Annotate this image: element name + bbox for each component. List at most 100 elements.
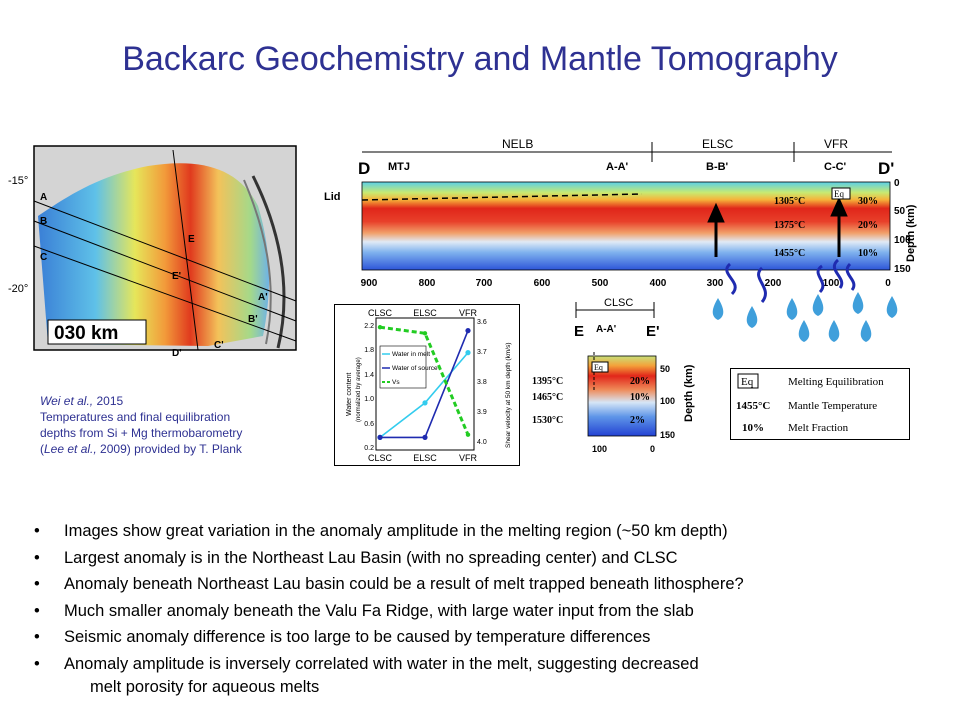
bullet-item: Seismic anomaly difference is too large … <box>34 624 954 651</box>
x-tick: 600 <box>534 278 551 289</box>
legend-entry: Water in melt <box>392 351 430 358</box>
legend-text: Melt Fraction <box>788 422 849 434</box>
melt-fraction-label: 30% <box>858 196 878 207</box>
figure-citation: Wei et al., 2015 Temperatures and final … <box>40 393 330 457</box>
citation-line: Temperatures and final equilibration <box>40 410 231 424</box>
temp-label: 1395°C <box>532 376 563 387</box>
legend-entry: Water of source <box>392 365 438 372</box>
series-water-of-source-point <box>465 328 471 334</box>
melt-fraction-label: 20% <box>858 220 878 231</box>
x-tick: 100 <box>592 444 607 454</box>
bullet-continuation: melt porosity for aqueous melts <box>90 678 320 696</box>
x-tick: 500 <box>592 278 609 289</box>
left-tick: 1.8 <box>364 347 374 354</box>
legend-text: Melting Equilibration <box>788 376 884 388</box>
slide-title: Backarc Geochemistry and Mantle Tomograp… <box>122 40 838 78</box>
site-label-b: B-B' <box>706 161 729 173</box>
right-tick: 3.6 <box>477 319 487 326</box>
bullet-list: Images show great variation in the anoma… <box>34 518 954 697</box>
segment-label-nelb: NELB <box>502 137 533 151</box>
map-point-label: A' <box>258 292 268 303</box>
chart-top-label: VFR <box>459 308 478 318</box>
map-point-label: A <box>40 192 47 203</box>
bullet-text: Images show great variation in the anoma… <box>64 522 728 540</box>
map-point-label: E' <box>172 271 181 282</box>
series-vs-point <box>422 331 428 336</box>
depth-tick: 100 <box>660 396 675 406</box>
left-tick: 1.0 <box>364 396 374 403</box>
series-vs-point <box>377 325 383 330</box>
left-tick: 0.6 <box>364 421 374 428</box>
series-water-in-melt-point <box>465 350 471 356</box>
citation-line: depths from Si + Mg thermobarometry <box>40 426 243 440</box>
temp-label: 1530°C <box>532 415 563 426</box>
chart-top-label: ELSC <box>413 308 437 318</box>
map-scale-label: 030 km <box>54 323 118 344</box>
bullet-text: Seismic anomaly difference is too large … <box>64 628 651 646</box>
x-tick: 900 <box>361 278 378 289</box>
left-axis-label: Water content <box>346 373 353 416</box>
depth-tick: 0 <box>894 178 900 189</box>
right-tick: 3.9 <box>477 409 487 416</box>
legend-key-temp: 1455°C <box>736 400 770 412</box>
map-point-label: B <box>40 216 47 227</box>
site-label-a: A-A' <box>606 161 629 173</box>
tomography-map: -15° -20° A B C E E' A' B' C' D' 030 km <box>8 145 297 359</box>
profile-start-label: D <box>358 159 370 178</box>
map-point-label: B' <box>248 314 258 325</box>
eq-marker: Eq <box>594 363 603 372</box>
depth-tick: 50 <box>660 364 670 374</box>
profile-e-site-label: A-A' <box>596 324 616 335</box>
x-tick: 0 <box>885 278 891 289</box>
right-tick: 4.0 <box>477 439 487 446</box>
water-vs-chart: CLSC ELSC VFR CLSC ELSC VFR 2.2 1.8 1.4 … <box>334 304 520 466</box>
depth-axis-label: Depth (km) <box>905 204 917 262</box>
legend-text: Mantle Temperature <box>788 400 877 412</box>
profile-e-end-label: E' <box>646 323 660 340</box>
temp-label: 1465°C <box>532 392 563 403</box>
bullet-text: Largest anomaly is in the Northeast Lau … <box>64 548 678 567</box>
citation-year: 2015 <box>93 394 124 408</box>
chart-bottom-label: VFR <box>459 453 478 463</box>
segment-label-elsc: ELSC <box>702 137 734 151</box>
map-lat-label: -20° <box>8 283 28 295</box>
x-tick: 400 <box>650 278 667 289</box>
profile-end-label: D' <box>878 159 894 178</box>
citation-line: 2009) provided by T. Plank <box>96 442 242 456</box>
legend-key-eq: Eq <box>741 376 754 388</box>
temp-label: 1305°C <box>774 196 805 207</box>
x-tick: 800 <box>419 278 436 289</box>
melt-fraction-label: 2% <box>630 415 645 426</box>
citation-author: Wei et al., <box>40 394 94 408</box>
x-tick: 700 <box>476 278 493 289</box>
lid-label: Lid <box>324 191 341 203</box>
depth-tick: 100 <box>894 235 911 246</box>
bullet-item: Much smaller anomaly beneath the Valu Fa… <box>34 598 954 625</box>
series-vs-point <box>465 432 471 437</box>
left-tick: 0.2 <box>364 445 374 452</box>
right-axis-label: Shear velocity at 50 km depth (km/s) <box>505 343 512 449</box>
map-lat-label: -15° <box>8 175 28 187</box>
map-point-label: C <box>40 252 47 263</box>
x-tick: 0 <box>650 444 655 454</box>
site-label-mtj: MTJ <box>388 161 410 173</box>
depth-tick: 50 <box>894 206 906 217</box>
legend-box: Eq 1455°C 10% Melting Equilibration Mant… <box>730 368 910 440</box>
left-tick: 2.2 <box>364 323 374 330</box>
melt-fraction-label: 20% <box>630 376 650 387</box>
chart-top-label: CLSC <box>368 308 393 318</box>
legend-key-fraction: 10% <box>742 422 764 434</box>
citation-author: Lee et al., <box>44 442 97 456</box>
left-tick: 1.4 <box>364 372 374 379</box>
bullet-item: Anomaly beneath Northeast Lau basin coul… <box>34 571 954 598</box>
citation-paren: ( <box>40 442 44 456</box>
chart-bottom-label: ELSC <box>413 453 437 463</box>
melt-fraction-label: 10% <box>858 248 878 259</box>
left-axis-sub: (normalized by average) <box>356 357 362 422</box>
series-water-in-melt-point <box>422 400 428 406</box>
temp-label: 1375°C <box>774 220 805 231</box>
map-point-label: D' <box>172 348 182 359</box>
melt-fraction-label: 10% <box>630 392 650 403</box>
right-tick: 3.7 <box>477 349 487 356</box>
x-tick: 200 <box>765 278 782 289</box>
